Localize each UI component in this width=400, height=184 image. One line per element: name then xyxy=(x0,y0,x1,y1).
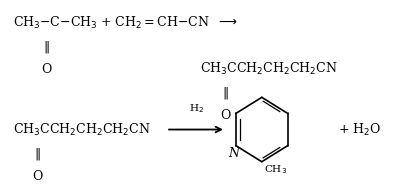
Text: $+$ H$_2$O: $+$ H$_2$O xyxy=(338,121,380,138)
Text: $\|$: $\|$ xyxy=(222,85,228,101)
Text: O: O xyxy=(220,109,230,122)
Text: $\|$: $\|$ xyxy=(43,39,50,55)
Text: CH$_3$: CH$_3$ xyxy=(264,164,287,176)
Text: N: N xyxy=(228,146,240,160)
Text: CH$_3$CCH$_2$CH$_2$CH$_2$CN: CH$_3$CCH$_2$CH$_2$CH$_2$CN xyxy=(13,121,150,138)
Text: CH$_3$CCH$_2$CH$_2$CH$_2$CN: CH$_3$CCH$_2$CH$_2$CH$_2$CN xyxy=(200,61,338,77)
Text: O: O xyxy=(41,63,52,76)
Text: O: O xyxy=(32,170,43,183)
Text: H$_2$: H$_2$ xyxy=(188,102,204,115)
Text: CH$_3$$-$C$-$CH$_3$ + CH$_2$$=$CH$-$CN  $\longrightarrow$: CH$_3$$-$C$-$CH$_3$ + CH$_2$$=$CH$-$CN $… xyxy=(13,15,238,31)
Text: $\|$: $\|$ xyxy=(34,146,41,162)
